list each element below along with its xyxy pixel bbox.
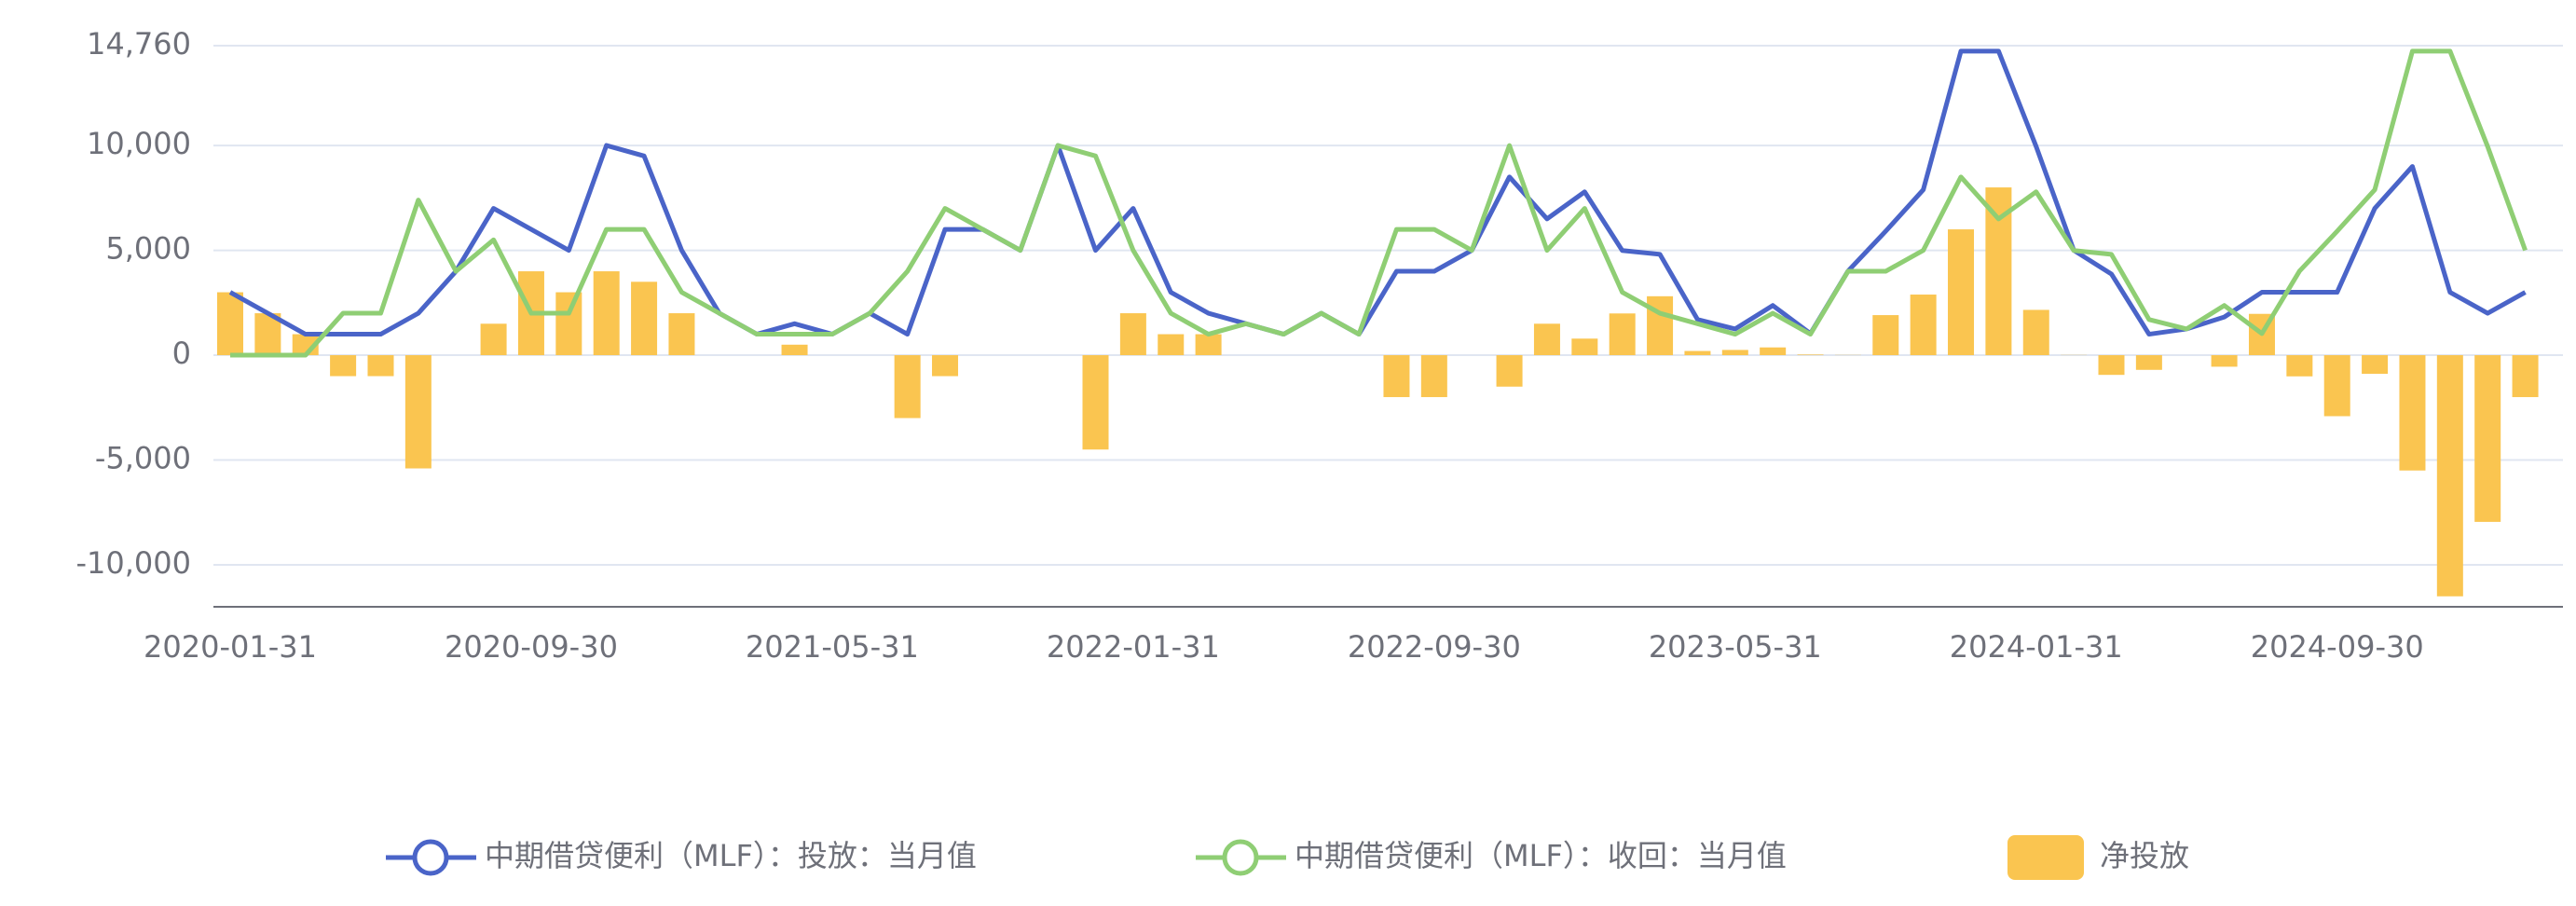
x-tick-label: 2020-01-31: [144, 629, 317, 665]
bar: [1948, 229, 1975, 356]
bar: [1910, 295, 1937, 356]
bar: [668, 313, 695, 356]
bar: [1609, 313, 1636, 356]
y-tick-label: -5,000: [95, 441, 191, 476]
bar: [1684, 350, 1711, 356]
y-tick-label: 0: [172, 336, 191, 371]
bar: [217, 292, 243, 356]
bar: [1496, 355, 1523, 387]
bar: [480, 323, 507, 356]
legend-swatch: [1222, 839, 1259, 876]
x-tick-label: 2021-05-31: [746, 629, 919, 665]
bar: [1533, 323, 1560, 356]
bar: [367, 355, 394, 377]
bar: [1158, 334, 1185, 356]
bar: [1082, 355, 1109, 450]
bar: [2135, 355, 2162, 370]
bar: [2474, 355, 2501, 522]
x-tick-label: 2024-01-31: [1950, 629, 2123, 665]
bar: [1760, 347, 1787, 356]
bar: [1383, 355, 1410, 398]
legend-label: 中期借贷便利（MLF）：收回：当月值: [1295, 838, 1787, 873]
x-tick-label: 2023-05-31: [1649, 629, 1822, 665]
bar: [1872, 315, 1899, 356]
bar: [1721, 350, 1748, 356]
legend-swatch: [2007, 835, 2084, 880]
bar: [1647, 295, 1674, 356]
bar: [932, 355, 959, 377]
line: [228, 48, 2527, 337]
y-tick-label: 5,000: [105, 231, 191, 267]
bar: [593, 271, 620, 356]
bar: [631, 281, 658, 356]
y-tick-label: 14,760: [87, 26, 191, 62]
legend-label: 中期借贷便利（MLF）：投放：当月值: [485, 838, 977, 873]
bar: [1195, 334, 1222, 356]
bar: [2323, 355, 2350, 417]
bar: [555, 292, 582, 356]
bar: [781, 344, 808, 356]
y-tick-label: 10,000: [87, 126, 191, 161]
legend-swatch: [412, 839, 449, 876]
bar: [2436, 355, 2463, 597]
bar: [404, 355, 432, 469]
bar: [1119, 313, 1146, 356]
x-tick-label: 2022-09-30: [1348, 629, 1521, 665]
y-tick-label: -10,000: [75, 545, 191, 581]
bar: [894, 355, 921, 419]
bar: [2098, 355, 2125, 376]
bar: [2362, 355, 2389, 375]
x-tick-label: 2020-09-30: [445, 629, 618, 665]
x-tick-label: 2024-09-30: [2251, 629, 2424, 665]
bar: [2286, 355, 2313, 377]
bar: [2399, 355, 2426, 471]
bar: [2512, 355, 2539, 398]
bar: [1797, 354, 1824, 356]
line: [230, 48, 2528, 358]
bar: [330, 355, 357, 377]
bar: [2211, 355, 2238, 367]
bar: [1571, 338, 1598, 356]
bar: [2022, 309, 2049, 356]
legend-label: 净投放: [2100, 838, 2189, 873]
x-tick-label: 2022-01-31: [1047, 629, 1220, 665]
bar: [1420, 355, 1447, 398]
